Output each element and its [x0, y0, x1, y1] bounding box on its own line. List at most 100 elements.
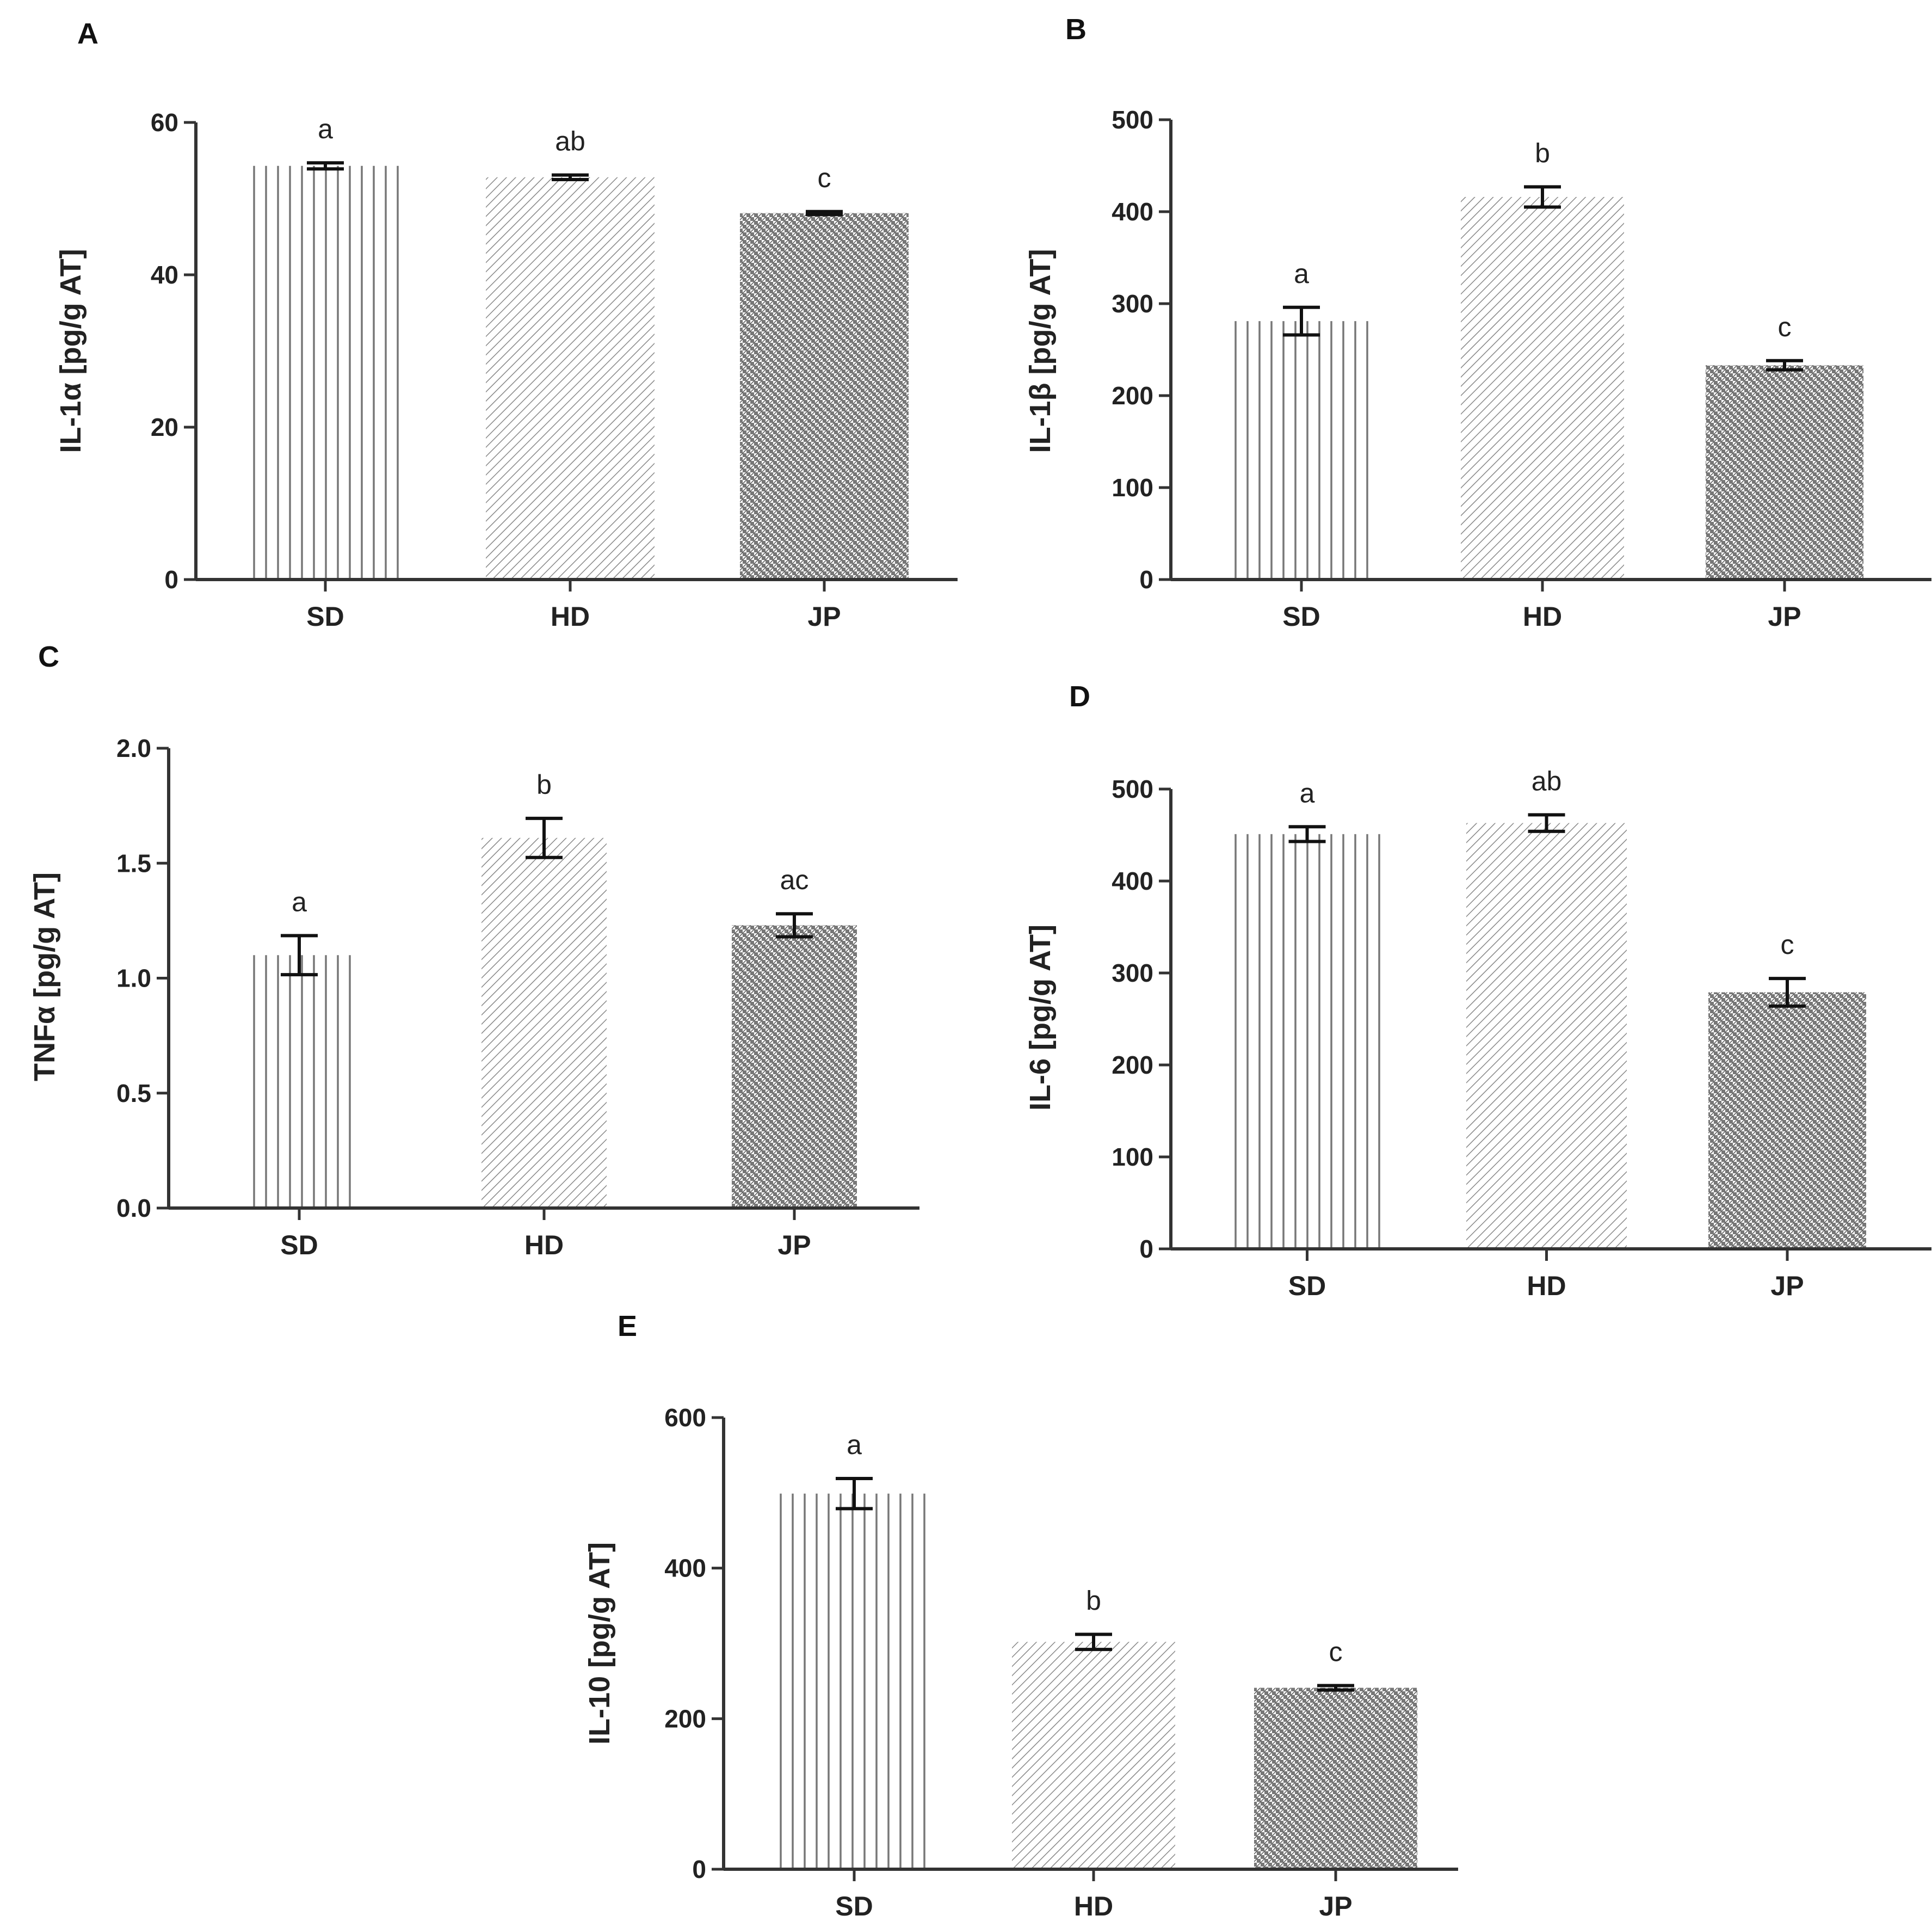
panel-letter: A [77, 17, 98, 50]
error-bar-hd [1075, 1633, 1112, 1652]
error-bar-jp [1769, 977, 1806, 1008]
x-tick-label-hd: HD [551, 601, 590, 632]
y-tick-label: 0 [164, 565, 178, 594]
bar-jp [732, 925, 857, 1208]
significance-letter: c [818, 163, 831, 193]
error-bar-sd [281, 934, 318, 977]
y-tick-label: 200 [664, 1704, 706, 1733]
x-tick-label-hd: HD [524, 1230, 564, 1260]
y-tick-label: 400 [1112, 198, 1153, 226]
chart-panel-b: B IL-1β [pg/g AT] a b c 0 100 200 300 400 500 SD HD J… [1024, 13, 1931, 632]
bar-hd [486, 177, 655, 580]
y-tick-label: 1.5 [116, 849, 151, 877]
bar-jp [1706, 365, 1863, 580]
chart-panel-d: D IL-6 [pg/g AT] a ab c 0 100 200 300 400 500 SD HD J… [1024, 680, 1931, 1301]
y-tick-label: 400 [664, 1554, 706, 1582]
bar-sd [1232, 834, 1382, 1249]
x-tick-label-sd: SD [1288, 1271, 1326, 1301]
error-bar-hd [1524, 185, 1561, 209]
x-tick-label-jp: JP [1770, 1271, 1804, 1301]
error-bar-sd [836, 1477, 873, 1511]
bar-sd [778, 1493, 930, 1869]
panel-letter: C [38, 640, 59, 673]
significance-letter: ac [780, 865, 809, 895]
x-tick-label-sd: SD [1282, 601, 1320, 632]
bar-hd [1012, 1642, 1175, 1869]
y-axis-label: IL-1α [pg/g AT] [54, 249, 87, 453]
x-tick-label-hd: HD [1523, 601, 1562, 632]
bar-hd [1466, 823, 1627, 1249]
panel-letter: E [618, 1310, 637, 1342]
significance-letter: ab [1532, 766, 1562, 796]
bar-hd [482, 837, 607, 1208]
x-tick-label-hd: HD [1074, 1891, 1113, 1921]
y-axis-label: IL-1β [pg/g AT] [1024, 249, 1057, 453]
y-tick-label: 20 [151, 413, 178, 441]
x-tick-label-sd: SD [835, 1891, 873, 1921]
significance-letter: b [536, 769, 552, 800]
y-tick-label: 60 [151, 108, 178, 137]
y-tick-label: 0 [1139, 1235, 1153, 1263]
significance-letter: c [1781, 929, 1794, 960]
x-tick-label-jp: JP [777, 1230, 811, 1260]
y-tick-label: 100 [1112, 1143, 1153, 1171]
x-tick-label-sd: SD [280, 1230, 318, 1260]
y-tick-label: 0 [1139, 565, 1153, 594]
bar-sd [245, 955, 354, 1208]
y-tick-label: 600 [664, 1403, 706, 1432]
x-tick-label-sd: SD [306, 601, 344, 632]
y-tick-label: 300 [1112, 289, 1153, 318]
error-bar-jp [776, 912, 813, 939]
error-bar-jp [1317, 1684, 1354, 1692]
panel-letter: D [1069, 680, 1090, 713]
y-tick-label: 500 [1112, 106, 1153, 134]
bar-jp [1708, 992, 1866, 1249]
y-tick-label: 40 [151, 261, 178, 289]
y-axis-label: IL-6 [pg/g AT] [1024, 925, 1057, 1111]
error-bar-hd [1528, 813, 1565, 833]
significance-letter: a [1300, 778, 1315, 808]
panel-letter: B [1065, 13, 1087, 46]
x-tick-label-jp: JP [1319, 1891, 1352, 1921]
significance-letter: ab [555, 126, 585, 157]
y-tick-label: 0.0 [116, 1194, 151, 1222]
chart-panel-e: E IL-10 [pg/g AT] a b c 0 200 400 600 SD HD JP [583, 1310, 1458, 1921]
bar-hd [1461, 196, 1624, 580]
bar-sd [1225, 321, 1378, 580]
chart-panel-c: C TNFα [pg/g AT] a b ac 0.0 0.5 1.0 1.5 2.0 SD HD JP [28, 640, 919, 1260]
y-tick-label: 400 [1112, 867, 1153, 895]
error-bar-sd [307, 161, 344, 171]
bar-jp [1254, 1687, 1417, 1869]
significance-letter: c [1778, 312, 1792, 342]
significance-letter: a [318, 114, 333, 144]
bar-jp [740, 213, 909, 580]
x-tick-label-jp: JP [807, 601, 841, 632]
error-bar-jp [806, 210, 843, 217]
x-tick-label-jp: JP [1768, 601, 1801, 632]
y-tick-label: 200 [1112, 381, 1153, 410]
error-bar-hd [552, 173, 589, 181]
chart-panel-a: A IL-1α [pg/g AT] a ab c 0 20 40 60 SD HD JP [54, 17, 958, 632]
y-tick-label: 1.0 [116, 964, 151, 993]
y-tick-label: 100 [1112, 473, 1153, 502]
significance-letter: b [1535, 138, 1550, 168]
significance-letter: a [292, 886, 307, 917]
y-axis-label: IL-10 [pg/g AT] [583, 1542, 616, 1745]
error-bar-jp [1766, 359, 1803, 372]
y-tick-label: 0.5 [116, 1079, 151, 1107]
error-bar-sd [1288, 825, 1326, 843]
x-tick-label-hd: HD [1527, 1271, 1566, 1301]
significance-letter: a [1294, 258, 1309, 289]
y-tick-label: 2.0 [116, 734, 151, 762]
y-tick-label: 200 [1112, 1051, 1153, 1079]
y-tick-label: 500 [1112, 775, 1153, 803]
bar-sd [249, 165, 402, 580]
error-bar-sd [1283, 305, 1320, 337]
significance-letter: a [847, 1430, 862, 1460]
y-tick-label: 0 [692, 1855, 706, 1883]
error-bar-hd [526, 816, 563, 859]
y-tick-label: 300 [1112, 959, 1153, 987]
significance-letter: c [1329, 1636, 1343, 1667]
